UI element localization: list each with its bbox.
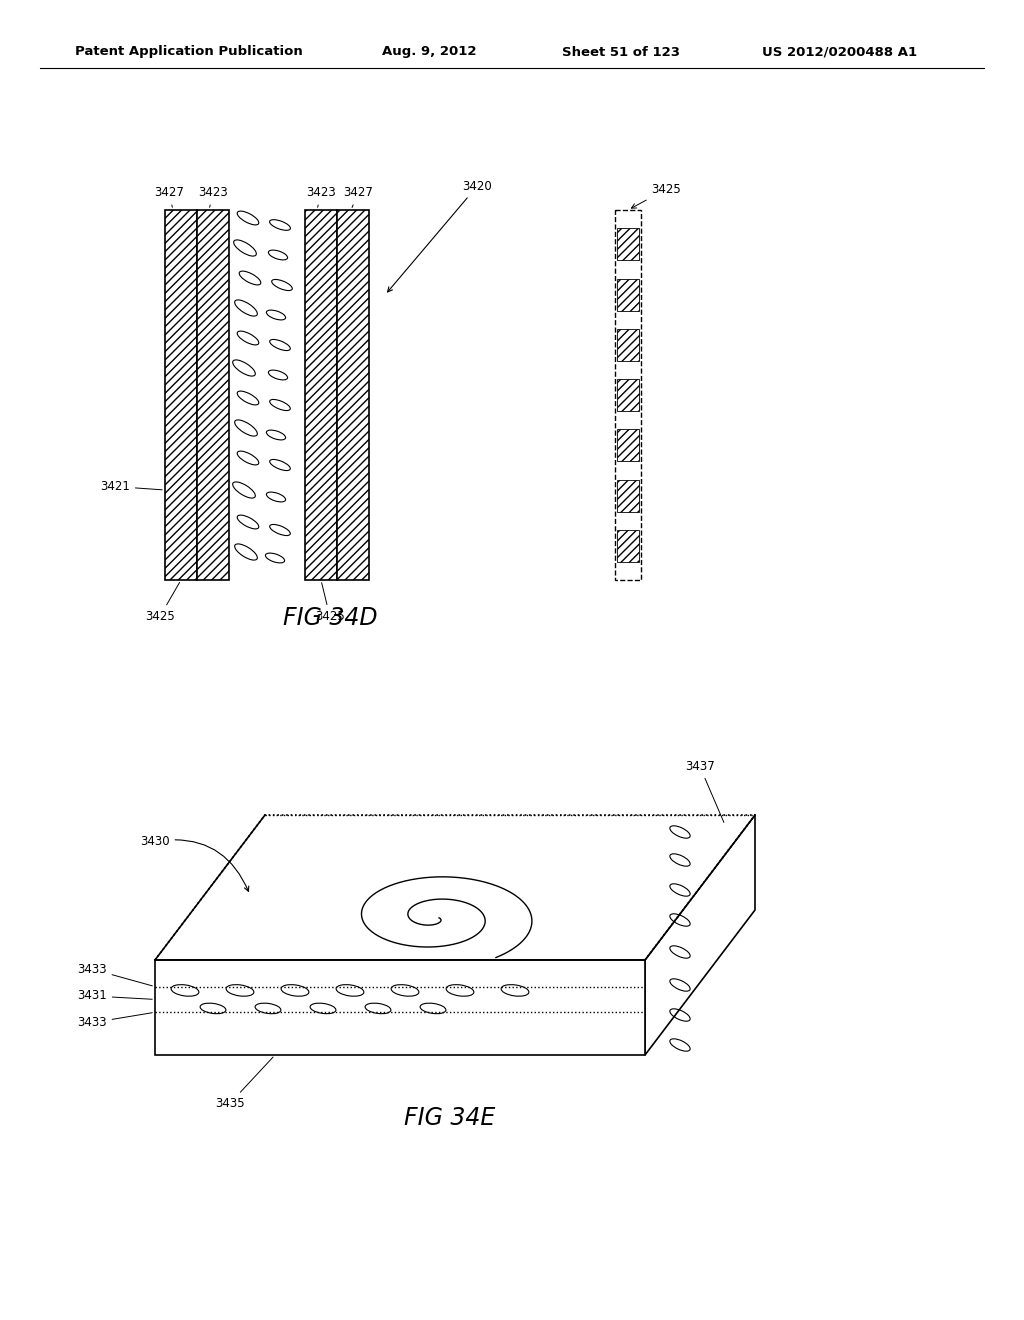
- Text: 3431: 3431: [77, 990, 153, 1002]
- Text: 3421: 3421: [100, 480, 162, 492]
- Bar: [617, 529, 639, 562]
- Bar: [165, 210, 197, 579]
- Text: Sheet 51 of 123: Sheet 51 of 123: [562, 45, 680, 58]
- Polygon shape: [645, 814, 755, 1055]
- Bar: [617, 429, 639, 461]
- Bar: [617, 329, 639, 360]
- Polygon shape: [155, 960, 645, 1055]
- Bar: [615, 210, 641, 579]
- Text: 3430: 3430: [140, 836, 249, 891]
- Text: 3433: 3433: [77, 962, 153, 986]
- Text: US 2012/0200488 A1: US 2012/0200488 A1: [762, 45, 918, 58]
- Bar: [305, 210, 337, 579]
- Bar: [337, 210, 369, 579]
- Text: 3427: 3427: [154, 186, 184, 207]
- Text: 3433: 3433: [77, 1012, 153, 1030]
- Text: 3425: 3425: [315, 582, 345, 623]
- Bar: [617, 379, 639, 411]
- Bar: [617, 479, 639, 511]
- Polygon shape: [155, 814, 755, 960]
- Text: Patent Application Publication: Patent Application Publication: [75, 45, 303, 58]
- Text: 3437: 3437: [685, 760, 724, 822]
- Bar: [197, 210, 229, 579]
- Text: 3423: 3423: [198, 186, 228, 207]
- Text: 3425: 3425: [145, 582, 179, 623]
- Text: 3425: 3425: [632, 183, 681, 209]
- Text: 3423: 3423: [306, 186, 336, 207]
- Text: Aug. 9, 2012: Aug. 9, 2012: [382, 45, 476, 58]
- Text: FIG 34D: FIG 34D: [283, 606, 377, 630]
- Text: 3427: 3427: [343, 186, 373, 207]
- Text: FIG 34E: FIG 34E: [404, 1106, 496, 1130]
- Text: 3435: 3435: [215, 1057, 273, 1110]
- Text: 3420: 3420: [388, 180, 492, 292]
- Bar: [617, 228, 639, 260]
- Bar: [617, 279, 639, 310]
